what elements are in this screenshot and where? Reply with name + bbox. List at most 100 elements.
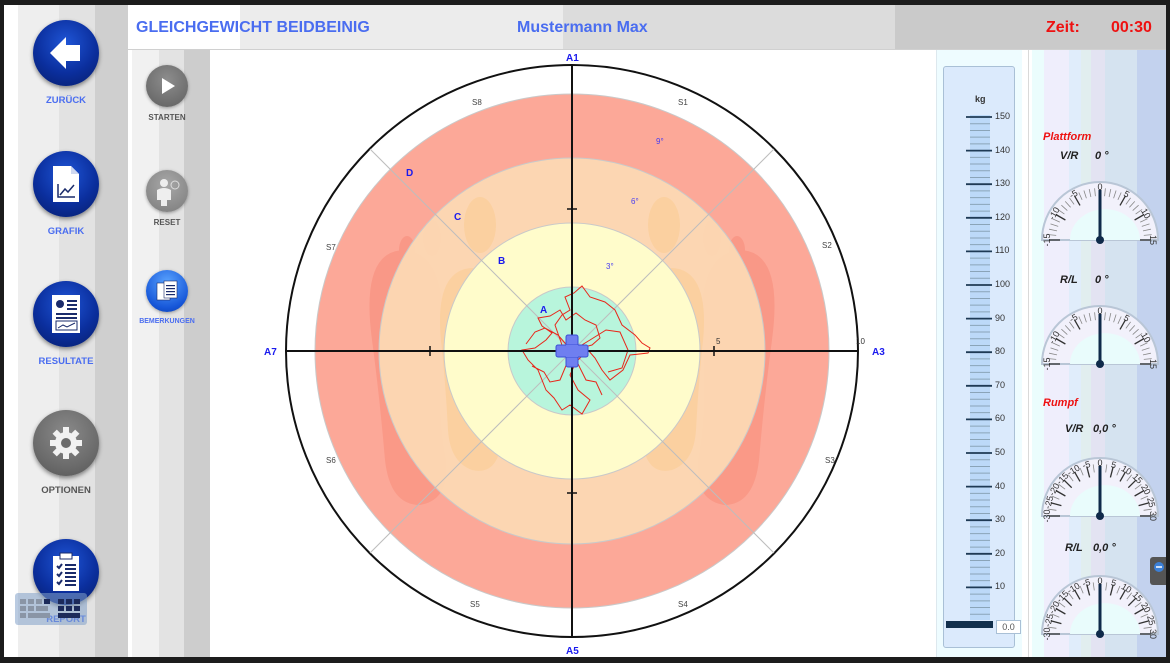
platform-vr-value: 0 ° xyxy=(1095,150,1109,162)
nav-optionen-label: OPTIONEN xyxy=(41,485,91,496)
weight-tick-label: 150 xyxy=(995,111,1011,121)
svg-text:5: 5 xyxy=(1122,189,1131,200)
weight-tick-label: 60 xyxy=(995,413,1006,424)
trunk-rl-value: 0,0 ° xyxy=(1093,542,1116,554)
nav-grafik-button[interactable]: GRAFIK xyxy=(4,151,128,237)
weight-tick-label: 40 xyxy=(995,480,1006,491)
zone-label-a: A xyxy=(540,305,547,316)
nav-back-label: ZURÜCK xyxy=(45,95,87,106)
svg-text:5: 5 xyxy=(1110,459,1117,470)
sector-label-s1: S1 xyxy=(678,98,688,107)
start-label: STARTEN xyxy=(148,113,186,122)
svg-text:10: 10 xyxy=(1120,463,1134,477)
nav-back-button[interactable]: ZURÜCK xyxy=(4,20,128,106)
weight-tick-label: 100 xyxy=(995,279,1011,289)
patient-name: Mustermann Max xyxy=(517,19,648,36)
zone-label-c: C xyxy=(454,212,461,223)
svg-text:5: 5 xyxy=(1122,313,1131,324)
svg-text:30: 30 xyxy=(1148,511,1158,521)
notes-label: BEMERKUNGEN xyxy=(139,318,195,325)
sector-label-s2: S2 xyxy=(822,241,832,250)
svg-text:-5: -5 xyxy=(1068,188,1080,201)
svg-text:30: 30 xyxy=(1148,629,1158,639)
svg-text:10: 10 xyxy=(1120,581,1134,595)
trunk-vr-gauge: -30 -25 -20 -15 -10 -5 0 5 10 15 20 25 30 xyxy=(1037,452,1163,523)
results-document-icon xyxy=(33,281,99,347)
svg-text:10: 10 xyxy=(1139,207,1153,221)
svg-text:20: 20 xyxy=(1139,483,1153,497)
svg-text:-25: -25 xyxy=(1042,495,1055,510)
svg-text:15: 15 xyxy=(1130,471,1144,485)
svg-text:-25: -25 xyxy=(1042,613,1055,628)
nav-resultate-label: RESULTATE xyxy=(38,356,94,367)
back-arrow-icon xyxy=(33,20,99,86)
trunk-rl-gauge: -30 -25 -20 -15 -10 -5 0 5 10 15 20 25 30 xyxy=(1037,570,1163,641)
weight-unit: kg xyxy=(975,94,986,104)
axis-ticks xyxy=(429,208,715,494)
svg-text:5: 5 xyxy=(1110,577,1117,588)
svg-text:25: 25 xyxy=(1145,496,1157,508)
platform-rl-axis: R/L xyxy=(1060,274,1078,286)
weight-scale: kg 150 140 130 120 110 100 90 80 70 60 50 40 30 20 10 … xyxy=(943,66,1021,648)
play-icon xyxy=(146,65,188,107)
chart-document-icon xyxy=(33,151,99,217)
sway-trace xyxy=(521,285,651,415)
sector-label-s6: S6 xyxy=(326,456,336,465)
degree-label-3: 3° xyxy=(606,262,614,271)
platform-vr-axis: V/R xyxy=(1060,150,1079,162)
platform-rl-gauge: -15 -10 -5 0 5 10 15 xyxy=(1037,300,1163,371)
svg-text:15: 15 xyxy=(1130,589,1144,603)
sector-label-s3: S3 xyxy=(825,456,835,465)
reset-button[interactable]: RESET xyxy=(132,170,202,227)
svg-text:-30: -30 xyxy=(1042,627,1052,640)
weight-tick-label: 140 xyxy=(995,144,1011,155)
svg-text:0: 0 xyxy=(1097,182,1102,192)
nav-resultate-button[interactable]: RESULTATE xyxy=(4,281,128,367)
svg-text:-15: -15 xyxy=(1042,357,1052,370)
notes-button[interactable]: BEMERKUNGEN xyxy=(132,270,202,325)
weight-value: 0.0 xyxy=(996,620,1021,634)
reset-label: RESET xyxy=(153,218,181,227)
weight-tick-label: 50 xyxy=(995,447,1006,457)
svg-text:-5: -5 xyxy=(1081,577,1091,589)
svg-text:0: 0 xyxy=(1097,458,1102,468)
platform-section-title: Plattform xyxy=(1043,131,1092,143)
nav-grafik-label: GRAFIK xyxy=(47,226,85,237)
main-navigation: ZURÜCK GRAFIK RESULTATE OPTIONEN REPORT xyxy=(4,5,128,657)
axis-label-a1: A1 xyxy=(566,53,579,64)
weight-tick-label: 90 xyxy=(995,312,1006,323)
sector-label-s5: S5 xyxy=(470,600,480,609)
degree-label-6: 6° xyxy=(631,197,639,206)
svg-text:0: 0 xyxy=(1097,306,1102,316)
axis-label-a5: A5 xyxy=(566,646,579,657)
trunk-section-title: Rumpf xyxy=(1043,397,1078,409)
tick-label-10: 10 xyxy=(856,337,865,346)
header-bar: GLEICHGEWICHT BEIDBEINIG Mustermann Max … xyxy=(128,5,1166,50)
axis-label-a7: A7 xyxy=(264,347,277,358)
start-button[interactable]: STARTEN xyxy=(132,65,202,122)
svg-text:-5: -5 xyxy=(1081,459,1091,471)
trunk-rl-axis: R/L xyxy=(1065,542,1083,554)
svg-text:15: 15 xyxy=(1148,235,1158,245)
weight-tick-label: 20 xyxy=(995,547,1006,558)
svg-text:-15: -15 xyxy=(1042,233,1052,246)
svg-text:10: 10 xyxy=(1139,331,1153,345)
platform-vr-gauge: -15 -10 -5 0 5 10 15 xyxy=(1037,176,1163,247)
svg-text:15: 15 xyxy=(1148,359,1158,369)
svg-text:-30: -30 xyxy=(1042,509,1052,522)
svg-text:-5: -5 xyxy=(1068,312,1080,325)
weight-tick-label: 80 xyxy=(995,346,1006,357)
nav-optionen-button[interactable]: OPTIONEN xyxy=(4,410,128,496)
tick-label-5: 5 xyxy=(716,337,721,346)
weight-tick-label: 30 xyxy=(995,514,1006,525)
sector-label-s4: S4 xyxy=(678,600,688,609)
weight-tick-label: 10 xyxy=(995,581,1006,592)
degree-label-9: 9° xyxy=(656,137,664,146)
time-value: 00:30 xyxy=(1111,19,1152,36)
on-screen-keyboard-icon[interactable] xyxy=(15,593,87,625)
person-reset-icon xyxy=(146,170,188,212)
tilt-gauges-panel: Plattform V/R 0 ° -15 -10 -5 0 5 10 15 R/L 0 °… xyxy=(1028,50,1166,657)
remote-support-tab[interactable] xyxy=(1150,557,1166,585)
gear-icon xyxy=(33,410,99,476)
center-of-pressure-marker xyxy=(555,334,589,368)
